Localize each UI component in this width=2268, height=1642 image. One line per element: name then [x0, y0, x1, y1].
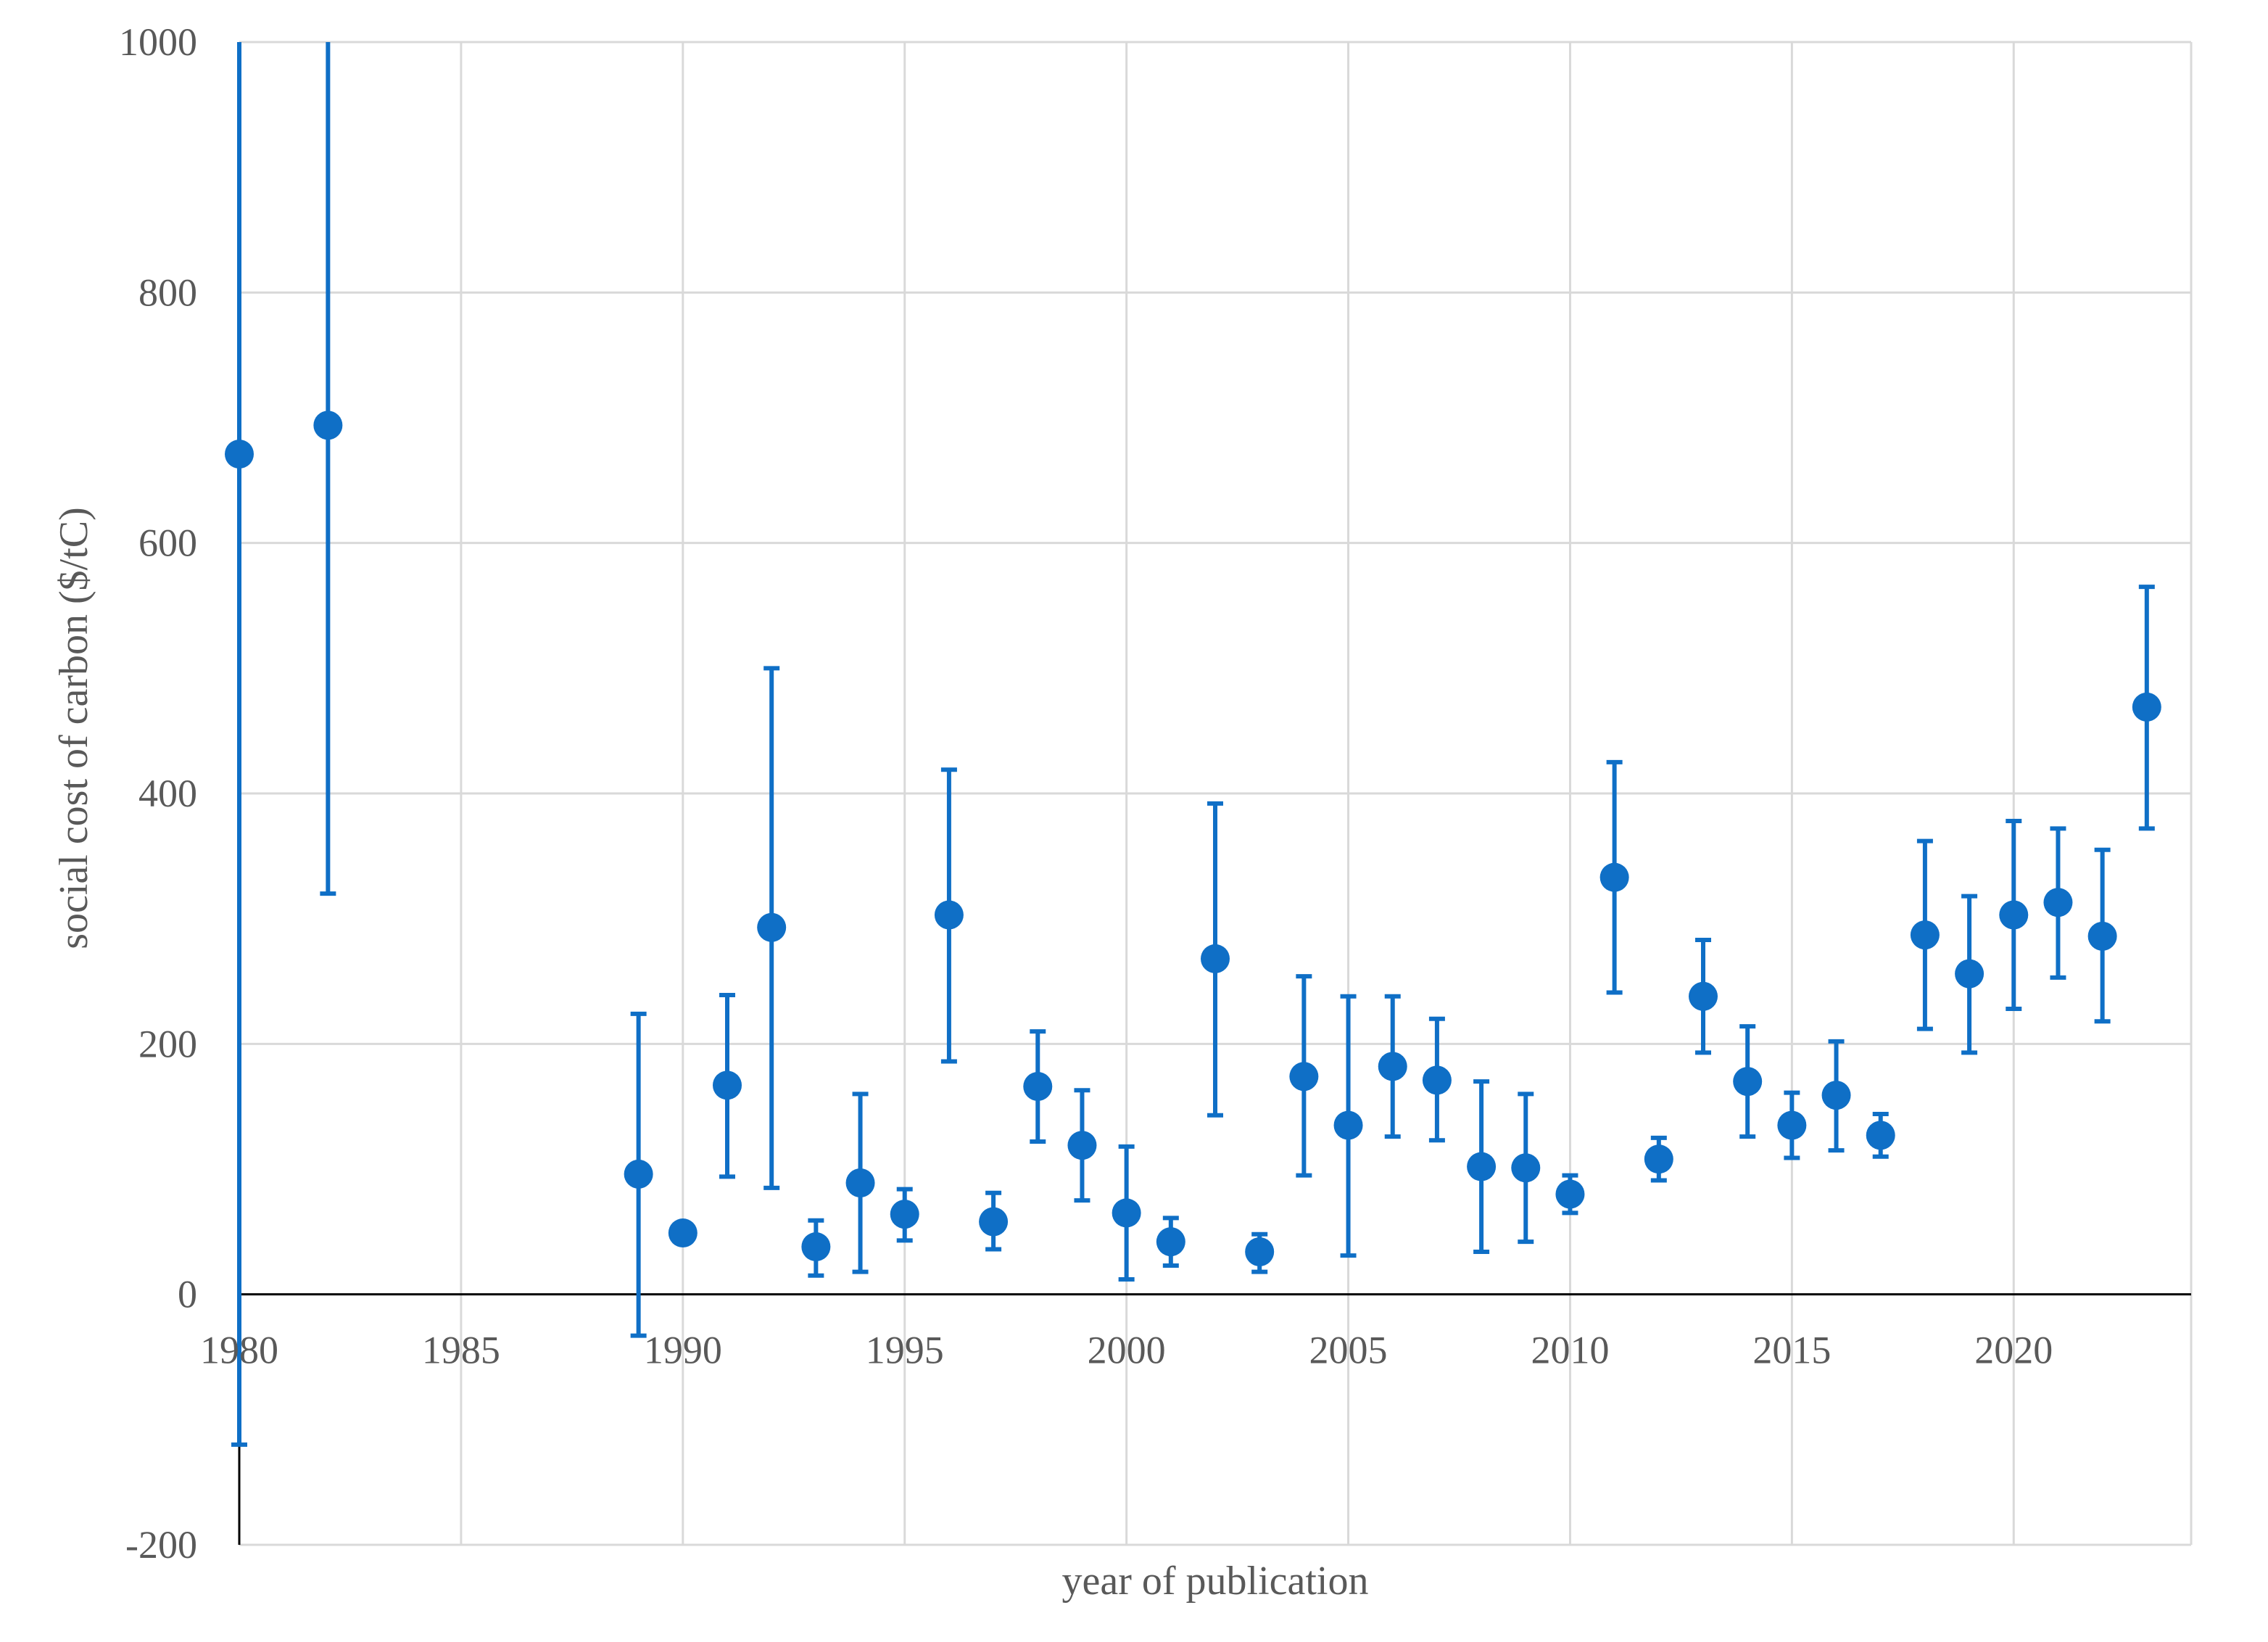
data-point	[1689, 981, 1718, 1011]
data-point	[1067, 1131, 1097, 1160]
y-tick-label: 200	[138, 1022, 197, 1065]
data-point	[1201, 944, 1230, 973]
data-point	[1112, 1198, 1141, 1228]
data-point	[2087, 921, 2117, 951]
x-tick-label: 2020	[1974, 1329, 2053, 1372]
data-point	[1955, 959, 1984, 989]
data-point	[1999, 900, 2029, 930]
x-tick-label: 2000	[1088, 1329, 1166, 1372]
data-point	[1467, 1152, 1497, 1181]
data-point	[225, 440, 254, 469]
data-point	[801, 1232, 831, 1262]
gridlines	[239, 41, 2193, 1546]
data-point	[1599, 862, 1629, 892]
data-point	[1910, 920, 1940, 950]
data-point	[1733, 1067, 1763, 1097]
data-point	[979, 1207, 1009, 1237]
y-tick-label: 400	[138, 772, 197, 815]
data-point	[2132, 692, 2161, 722]
data-point	[1023, 1072, 1053, 1102]
data-point	[890, 1200, 919, 1229]
x-tick-label: 1985	[422, 1329, 500, 1372]
x-tick-label: 1995	[866, 1329, 944, 1372]
data-point	[1378, 1052, 1407, 1081]
data-point	[845, 1168, 875, 1197]
data-point	[1644, 1144, 1673, 1174]
data-point	[1866, 1121, 1895, 1150]
data-point	[624, 1159, 653, 1189]
data-point	[713, 1070, 742, 1100]
y-axis-title: social cost of carbon ($/tC)	[51, 507, 96, 949]
x-tick-label: 1980	[200, 1329, 278, 1372]
data-point	[1333, 1110, 1363, 1140]
data-point	[757, 912, 787, 942]
data-point	[2043, 888, 2073, 917]
x-tick-label: 1990	[644, 1329, 722, 1372]
y-tick-label: 600	[138, 521, 197, 565]
data-point	[668, 1218, 698, 1248]
data-point	[1511, 1153, 1541, 1183]
y-tick-label: 800	[138, 271, 197, 314]
data-point	[1156, 1227, 1185, 1257]
tick-labels: -200 0 200 400 600 800 1000 1980 1985 1990 1995 200…	[119, 20, 2053, 1567]
x-tick-label: 2015	[1752, 1329, 1831, 1372]
data-point	[1289, 1062, 1319, 1092]
data-point	[1422, 1065, 1452, 1095]
x-tick-label: 2010	[1531, 1329, 1609, 1372]
data-point	[1821, 1081, 1851, 1110]
data-point	[1777, 1110, 1807, 1140]
x-tick-label: 2005	[1309, 1329, 1388, 1372]
data-point	[934, 900, 964, 930]
data-point	[1555, 1179, 1585, 1209]
y-tick-label: -200	[125, 1523, 197, 1567]
data-point	[1245, 1237, 1275, 1266]
error-bars	[231, 42, 2155, 1447]
y-tick-label: 1000	[119, 20, 197, 64]
y-tick-label: 0	[178, 1273, 197, 1316]
data-points	[225, 410, 2161, 1266]
data-point	[313, 410, 343, 440]
x-axis-title: year of publication	[1062, 1559, 1369, 1604]
